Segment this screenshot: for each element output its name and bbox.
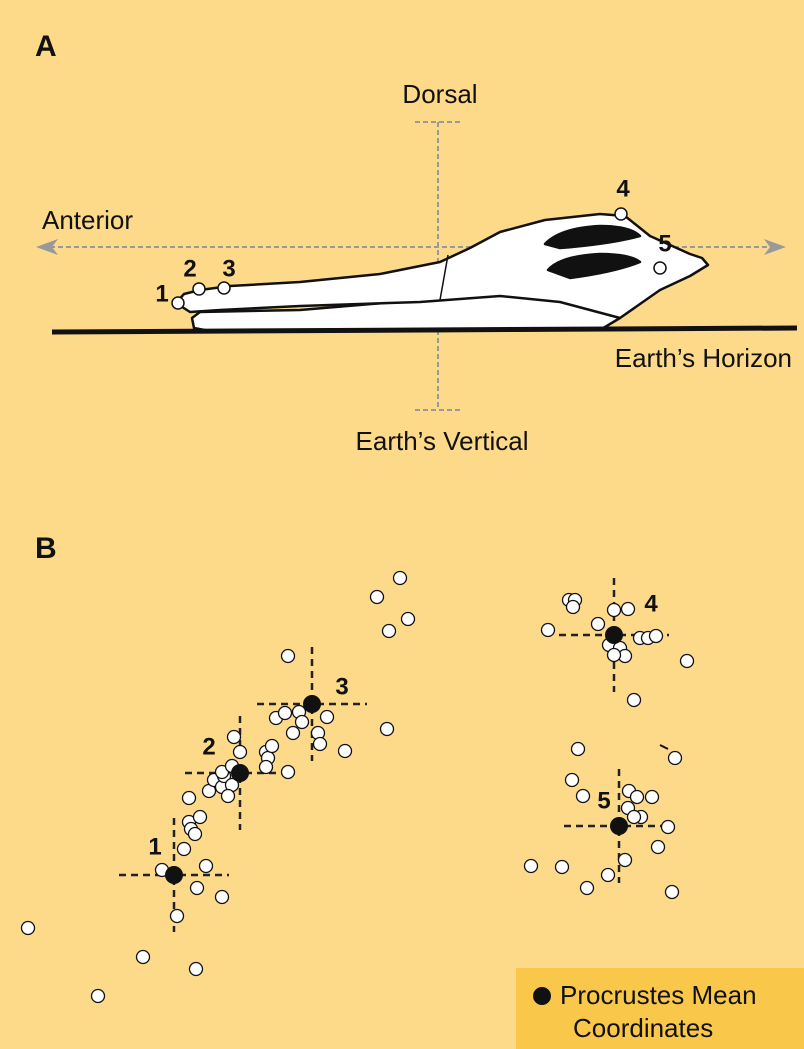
specimen-point — [280, 648, 296, 664]
specimen-point — [606, 602, 622, 618]
landmark — [171, 296, 185, 310]
landmark-label: 4 — [616, 175, 630, 202]
specimen-point — [575, 788, 591, 804]
landmark — [614, 207, 628, 221]
landmark — [653, 261, 667, 275]
mean-point — [303, 695, 321, 713]
landmark-label: 3 — [222, 255, 235, 282]
specimen-point — [189, 880, 205, 896]
specimen-point — [258, 759, 274, 775]
specimen-point — [226, 729, 242, 745]
specimen-point — [590, 616, 606, 632]
specimen-point — [540, 622, 556, 638]
specimen-point — [664, 884, 680, 900]
landmark-label: 3 — [335, 673, 348, 700]
specimen-point — [379, 721, 395, 737]
legend-marker — [533, 987, 551, 1005]
specimen-point — [181, 790, 197, 806]
specimen-point — [198, 858, 214, 874]
mean-point — [231, 764, 249, 782]
panel-label: B — [35, 532, 57, 565]
specimen-point — [617, 852, 633, 868]
skull — [174, 212, 710, 334]
specimen-point — [285, 725, 301, 741]
specimen-point — [667, 750, 683, 766]
specimen-point — [381, 623, 397, 639]
dash — [659, 744, 669, 750]
landmark-points: 1 2 3 4 5 — [20, 570, 695, 1004]
specimen-point — [523, 858, 539, 874]
specimen-point — [650, 839, 666, 855]
specimen-point — [20, 920, 36, 936]
horizon-line — [51, 325, 798, 335]
specimen-point — [264, 738, 280, 754]
landmark-label: 5 — [658, 230, 671, 257]
specimen-point — [400, 611, 416, 627]
vertical-label: Earth’s Vertical — [356, 426, 529, 456]
specimen-point — [626, 692, 642, 708]
landmark-label: 4 — [644, 590, 658, 617]
landmark-label: 1 — [148, 833, 161, 860]
mean-point — [605, 626, 623, 644]
panel-label: A — [35, 30, 57, 63]
legend-box — [516, 968, 804, 1049]
specimen-point — [660, 819, 676, 835]
specimen-point — [620, 601, 636, 617]
specimen-point — [579, 880, 595, 896]
specimen-point — [337, 743, 353, 759]
specimen-point — [626, 809, 642, 825]
specimen-point — [554, 859, 570, 875]
specimen-point — [232, 744, 248, 760]
specimen-point — [319, 709, 335, 725]
specimen-point — [176, 841, 192, 857]
landmark-label: 1 — [155, 280, 168, 307]
landmark-label: 2 — [202, 733, 215, 760]
specimen-point — [277, 705, 293, 721]
anterior-label: Anterior — [42, 205, 133, 235]
specimen-point — [629, 789, 645, 805]
specimen-point — [570, 741, 586, 757]
dorsal-label: Dorsal — [402, 79, 477, 109]
landmark — [217, 281, 231, 295]
specimen-point — [606, 647, 622, 663]
specimen-point — [169, 908, 185, 924]
specimen-point — [369, 589, 385, 605]
landmark-label: 2 — [183, 255, 196, 282]
mean-point — [610, 817, 628, 835]
specimen-point — [90, 988, 106, 1004]
specimen-point — [135, 949, 151, 965]
specimen-point — [294, 714, 310, 730]
specimen-point — [564, 772, 580, 788]
legend-text: Coordinates — [573, 1013, 713, 1043]
specimen-point — [679, 653, 695, 669]
specimen-point — [187, 826, 203, 842]
specimen-point — [565, 599, 581, 615]
specimen-point — [280, 764, 296, 780]
specimen-point — [600, 867, 616, 883]
specimen-point — [392, 570, 408, 586]
horizon-label: Earth’s Horizon — [615, 343, 792, 373]
specimen-point — [214, 889, 230, 905]
specimen-point — [192, 809, 208, 825]
landmark — [192, 282, 206, 296]
specimen-point — [644, 789, 660, 805]
landmark-label: 5 — [597, 787, 610, 814]
legend-text: Procrustes Mean — [560, 980, 757, 1010]
specimen-point — [188, 961, 204, 977]
mean-point — [165, 866, 183, 884]
specimen-point — [220, 788, 236, 804]
specimen-point — [312, 736, 328, 752]
specimen-point — [648, 628, 664, 644]
